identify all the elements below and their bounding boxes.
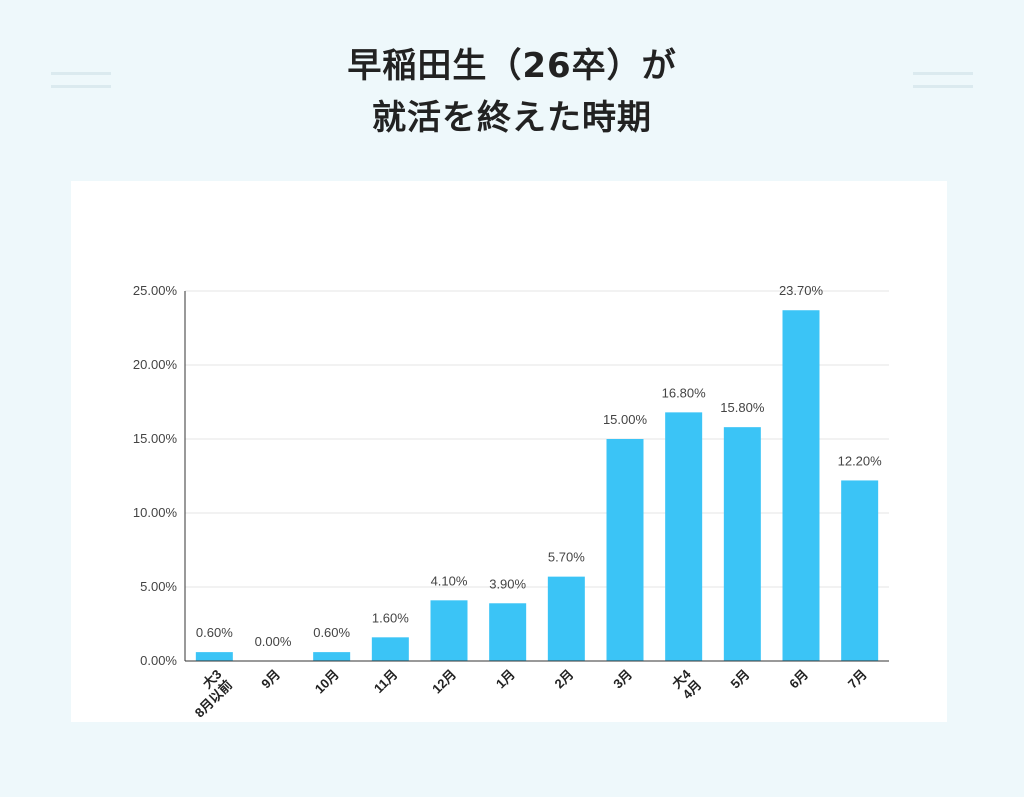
- data-label: 3.90%: [489, 576, 526, 591]
- x-tick-label-line: 6月: [786, 667, 811, 692]
- chart-title: 早稲田生（26卒）が 就活を終えた時期: [0, 40, 1024, 144]
- data-label: 0.60%: [196, 625, 233, 640]
- bar: [723, 427, 761, 661]
- bar-chart: 0.00% 5.00% 10.00% 15.00% 20.00% 25.00% 0.60% 大…: [133, 283, 889, 721]
- x-tick-label: 7月: [845, 667, 870, 692]
- bar: [665, 412, 703, 661]
- title-decoration-left: [51, 72, 111, 88]
- chart-title-line-2: 就活を終えた時期: [372, 98, 652, 138]
- y-tick-label: 10.00%: [133, 505, 178, 520]
- x-tick-label-line: 11月: [371, 667, 401, 697]
- y-tick-label: 0.00%: [140, 653, 177, 668]
- bar: [195, 652, 233, 661]
- chart-title-line-1: 早稲田生（26卒）が: [347, 46, 677, 86]
- x-tick-label-line: 12月: [429, 667, 459, 697]
- bar: [547, 576, 585, 661]
- chart-card: 0.00% 5.00% 10.00% 15.00% 20.00% 25.00% 0.60% 大…: [71, 181, 947, 722]
- data-label: 12.20%: [838, 453, 883, 468]
- x-tick-label: 12月: [429, 667, 459, 697]
- title-decoration-right: [913, 72, 973, 88]
- bar: [430, 600, 468, 661]
- x-tick-label-line: 2月: [552, 667, 577, 692]
- x-tick-label: 5月: [728, 667, 753, 692]
- bar: [841, 480, 879, 661]
- y-tick-label: 5.00%: [140, 579, 177, 594]
- bar: [371, 637, 409, 661]
- data-label: 0.00%: [255, 634, 292, 649]
- x-tick-label-line: 10月: [312, 667, 342, 697]
- bar: [606, 439, 644, 661]
- data-label: 5.70%: [548, 550, 585, 565]
- x-tick-label: 9月: [258, 667, 283, 692]
- bar: [782, 310, 820, 661]
- data-label: 4.10%: [431, 573, 468, 588]
- x-tick-label-line: 7月: [845, 667, 870, 692]
- x-tick-label-line: 9月: [258, 667, 283, 692]
- data-label: 15.80%: [720, 400, 765, 415]
- x-tick-label: 2月: [552, 667, 577, 692]
- x-tick-label: 1月: [493, 667, 518, 692]
- x-tick-label-line: 3月: [610, 667, 635, 692]
- data-label: 23.70%: [779, 283, 824, 298]
- bar: [489, 603, 527, 661]
- bar: [313, 652, 351, 661]
- x-tick-label: 10月: [312, 667, 342, 697]
- data-label: 16.80%: [662, 385, 707, 400]
- x-tick-label: 11月: [371, 667, 401, 697]
- y-tick-label: 20.00%: [133, 357, 178, 372]
- data-label: 0.60%: [313, 625, 350, 640]
- data-label: 1.60%: [372, 610, 409, 625]
- x-tick-label: 6月: [786, 667, 811, 692]
- y-tick-label: 15.00%: [133, 431, 178, 446]
- x-tick-label-line: 1月: [493, 667, 518, 692]
- y-tick-label: 25.00%: [133, 283, 178, 298]
- x-tick-label: 3月: [610, 667, 635, 692]
- x-tick-label-line: 5月: [728, 667, 753, 692]
- data-label: 15.00%: [603, 412, 648, 427]
